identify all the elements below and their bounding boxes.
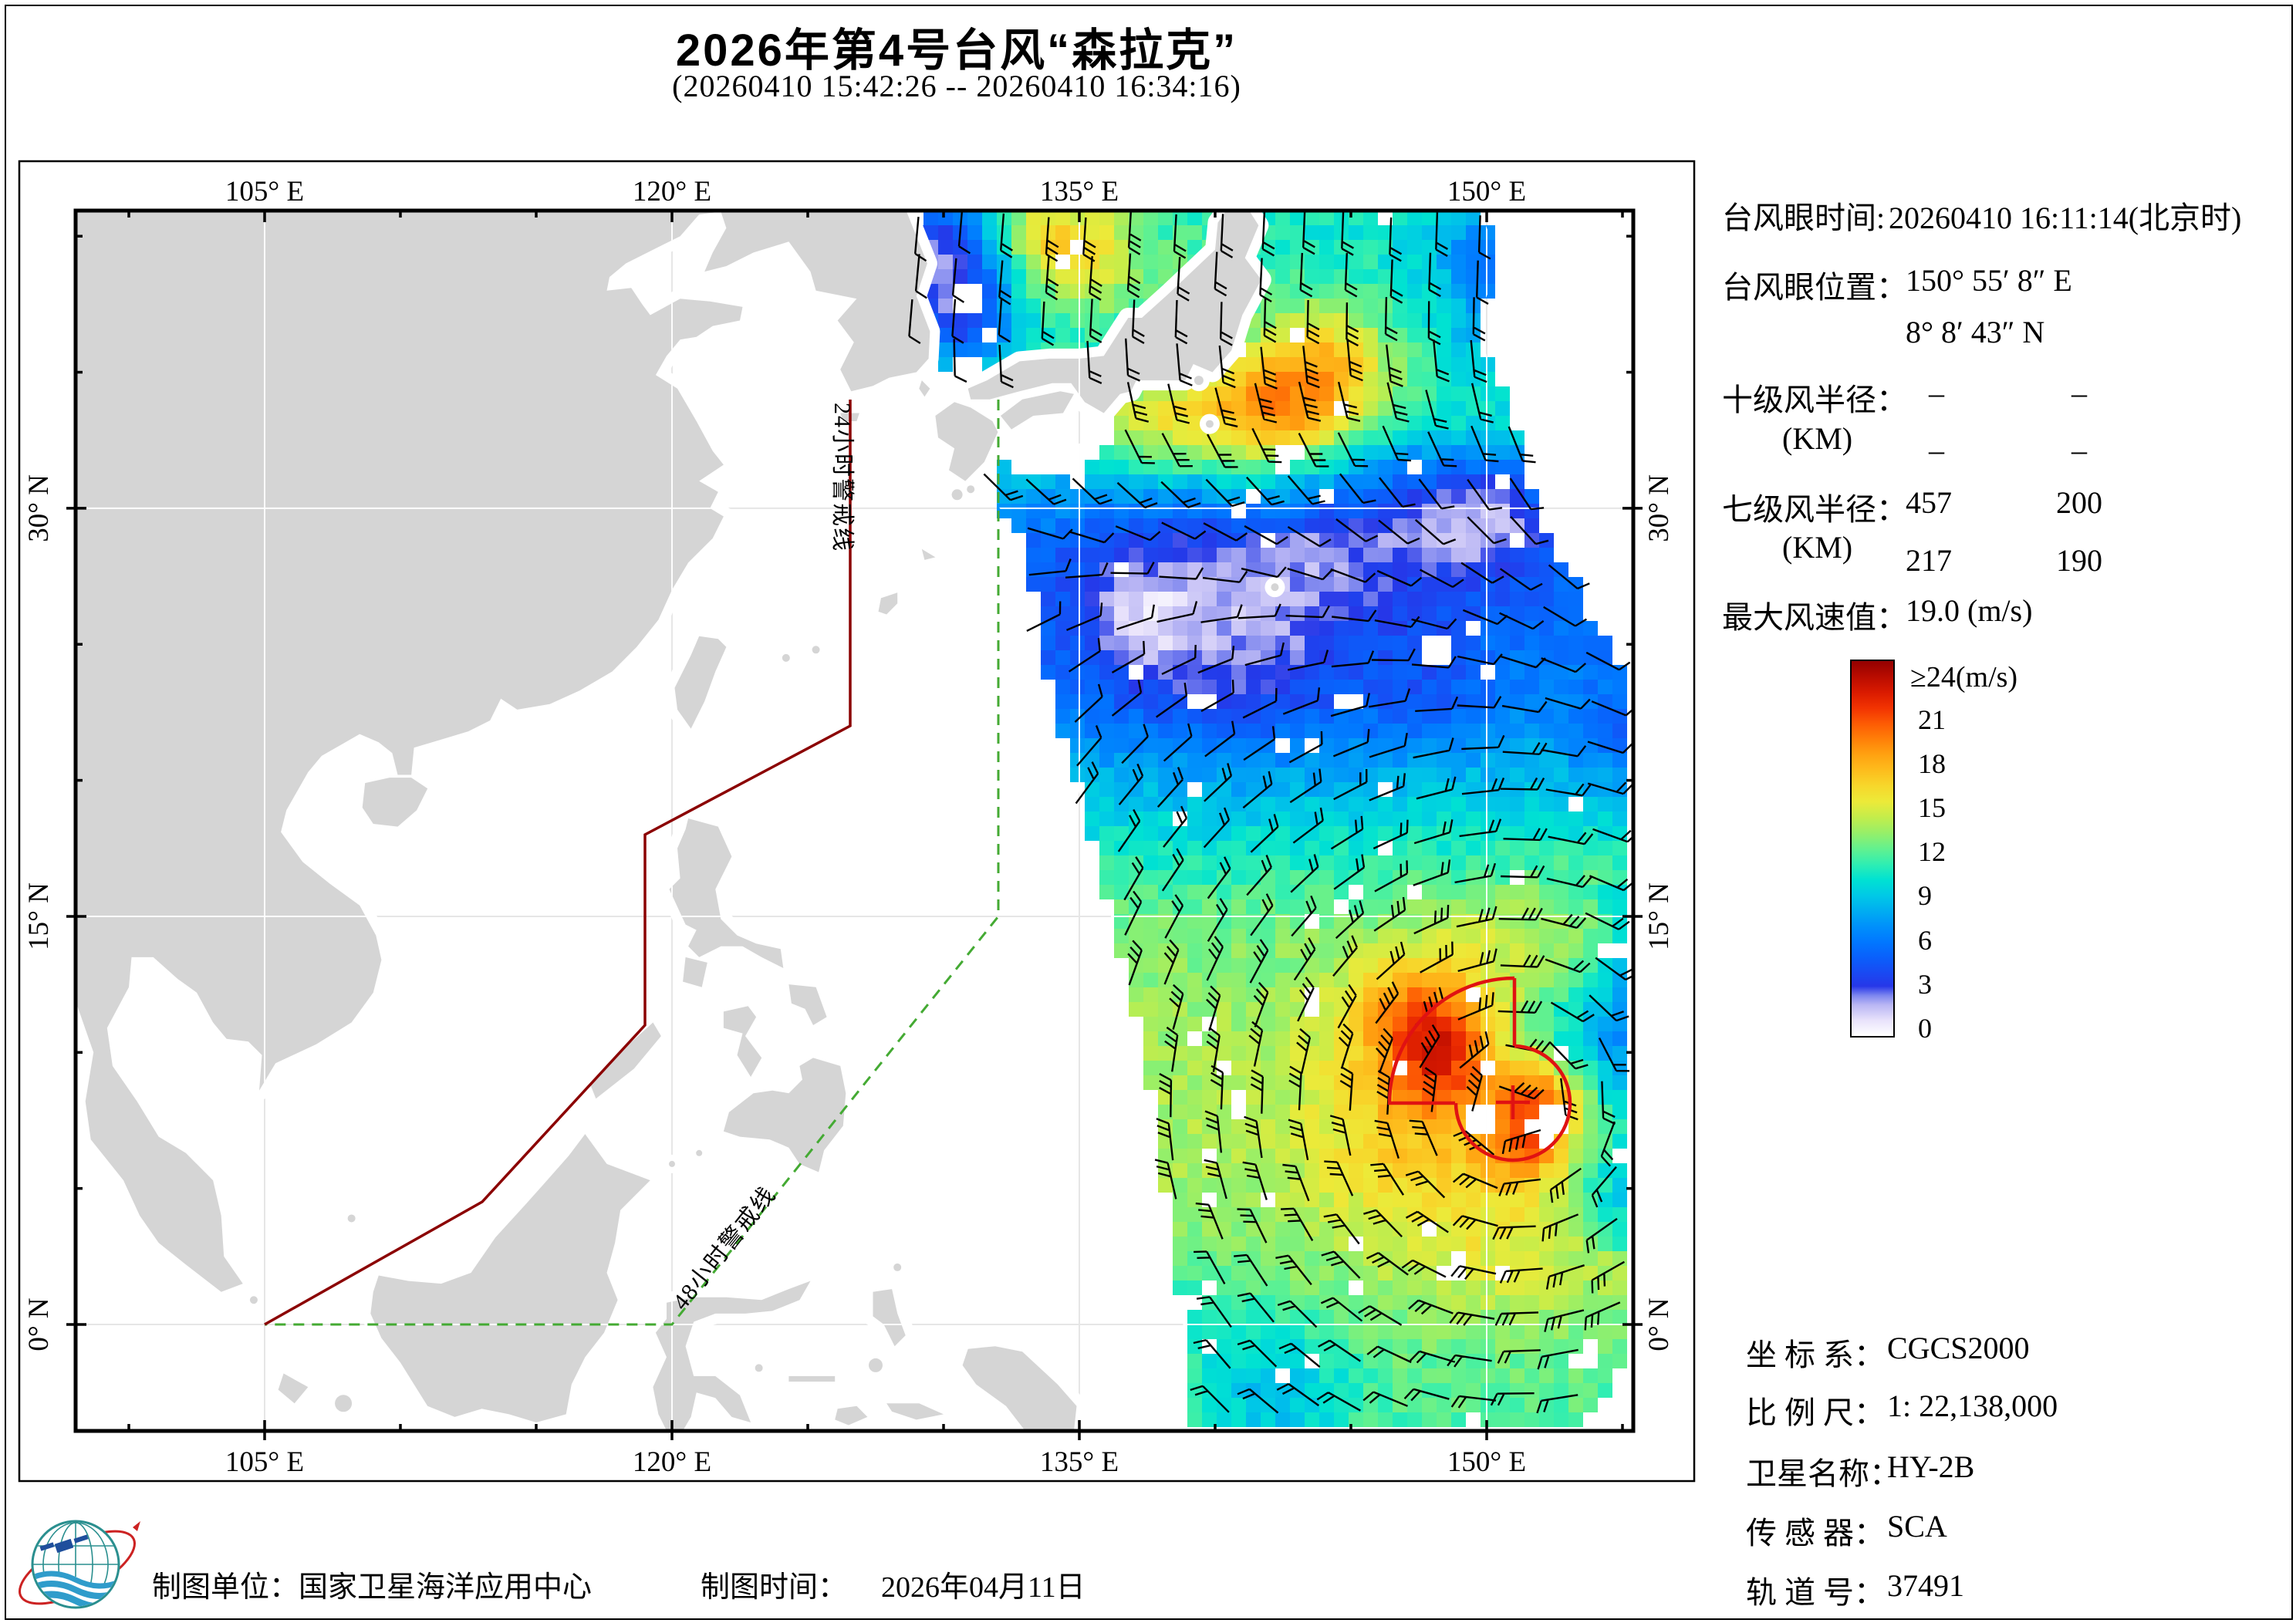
sensor-label: 传 感 器：: [1746, 1516, 1885, 1550]
lat-label-left: 15° N: [23, 882, 55, 950]
scale-value: 1: 22,138,000: [1887, 1388, 2058, 1423]
orbit-label: 轨 道 号：: [1746, 1575, 1885, 1610]
lon-label-bottom: 120° E: [633, 1446, 711, 1478]
scale-label: 比 例 尺：: [1746, 1395, 1885, 1430]
r7-value-nw: 190: [2056, 543, 2102, 578]
eye-time-label: 台风眼时间:: [1722, 201, 1886, 235]
footer-credit: 制图单位：国家卫星海洋应用中心: [152, 1571, 593, 1604]
lon-label-bottom: 150° E: [1447, 1446, 1526, 1478]
colorbar-tick: 18: [1918, 748, 1946, 780]
warning-line-24h: [264, 400, 852, 1326]
wind-barbs: [908, 211, 1633, 1414]
footer-date-label: 制图时间：: [701, 1571, 848, 1604]
eye-pos-lon: 150° 55′ 8″ E: [1906, 263, 2072, 298]
sensor-value: SCA: [1887, 1509, 1947, 1544]
colorbar-tick: 3: [1918, 968, 1932, 1000]
page-border: [5, 5, 2293, 1620]
lat-label-left: 0° N: [23, 1297, 55, 1351]
orbit-value: 37491: [1887, 1568, 1964, 1603]
r10-unit: (KM): [1782, 421, 1853, 456]
lon-label-top: 150° E: [1447, 176, 1526, 208]
satellite-label: 卫星名称：: [1746, 1456, 1900, 1491]
lat-label-right: 0° N: [1643, 1297, 1675, 1351]
colorbar-tick: 9: [1918, 880, 1932, 912]
r10-value-se: –: [2071, 376, 2087, 410]
r7-value-se: 200: [2056, 485, 2102, 520]
r7-label: 七级风半径：: [1722, 492, 1907, 527]
colorbar-top-label: ≥24(m/s): [1910, 661, 2018, 693]
lat-label-right: 15° N: [1643, 882, 1675, 950]
r10-value-sw: –: [1929, 433, 1944, 467]
warning-line-48h: [265, 400, 1000, 1326]
footer-date: 2026年04月11日: [881, 1571, 1086, 1604]
r7-unit: (KM): [1782, 530, 1853, 565]
lon-label-bottom: 135° E: [1040, 1446, 1119, 1478]
lat-label-left: 30° N: [23, 474, 55, 542]
r7-value-ne: 457: [1906, 485, 1952, 520]
r10-value-ne: –: [1929, 376, 1944, 410]
crs-value: CGCS2000: [1887, 1331, 2030, 1365]
eye-time-value: 20260410 16:11:14(北京时): [1889, 201, 2242, 235]
r7-value-sw: 217: [1906, 543, 1952, 578]
vmax-label: 最大风速值：: [1722, 600, 1907, 635]
colorbar-tick: 21: [1918, 704, 1946, 735]
logo-orbit-arrow: [133, 1521, 140, 1531]
lon-label-top: 120° E: [633, 176, 711, 208]
page-subtitle: (20260410 15:42:26 -- 20260410 16:34:16): [672, 69, 1241, 103]
lon-label-bottom: 105° E: [225, 1446, 304, 1478]
wind-speed-colorbar: [1850, 660, 1895, 1038]
map-frame: [73, 208, 1636, 1433]
colorbar-tick: 0: [1918, 1012, 1932, 1044]
colorbar-tick: 12: [1918, 836, 1946, 868]
axis-ticks: [66, 211, 1643, 1440]
lat-label-right: 30° N: [1643, 474, 1675, 542]
typhoon-wind-radii-symbol: [1387, 976, 1572, 1162]
page-title: 2026年第4号台风“森拉克”: [675, 25, 1238, 76]
map-outer-border: [18, 160, 1696, 1483]
warning-line-24h-label: 24小时警戒线: [829, 403, 855, 552]
landmasses: [76, 211, 1285, 1431]
lon-label-top: 135° E: [1040, 176, 1119, 208]
crs-label: 坐 标 系：: [1746, 1338, 1885, 1372]
r10-value-nw: –: [2071, 433, 2087, 467]
vmax-value: 19.0 (m/s): [1906, 593, 2033, 628]
nsoas-logo: [19, 1520, 140, 1609]
satellite-value: HY-2B: [1887, 1449, 1975, 1484]
colorbar-tick: 6: [1918, 924, 1932, 956]
colorbar-tick: 15: [1918, 792, 1946, 824]
eye-pos-label: 台风眼位置：: [1722, 270, 1907, 305]
axis-labels: 105° E 105° E 120° E 120° E 135° E 135° E 150°…: [23, 176, 1675, 1478]
r10-label: 十级风半径：: [1722, 383, 1907, 417]
lon-label-top: 105° E: [225, 176, 304, 208]
eye-pos-lat: 8° 8′ 43″ N: [1906, 315, 2045, 349]
